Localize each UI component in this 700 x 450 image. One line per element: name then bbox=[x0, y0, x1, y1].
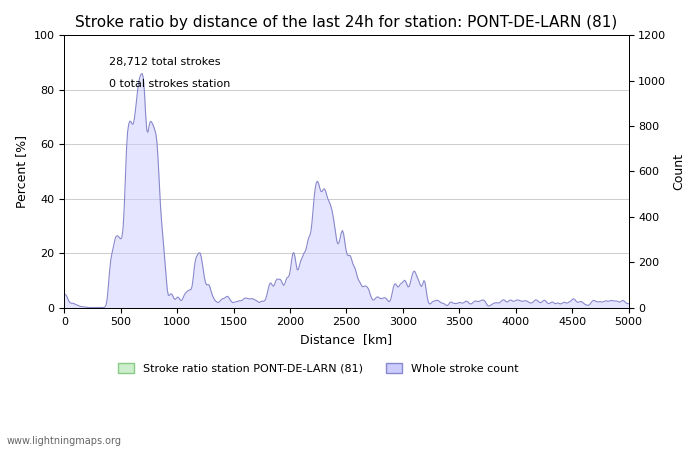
Y-axis label: Percent [%]: Percent [%] bbox=[15, 135, 28, 208]
Y-axis label: Count: Count bbox=[672, 153, 685, 190]
X-axis label: Distance  [km]: Distance [km] bbox=[300, 333, 393, 346]
Text: www.lightningmaps.org: www.lightningmaps.org bbox=[7, 436, 122, 446]
Legend: Stroke ratio station PONT-DE-LARN (81), Whole stroke count: Stroke ratio station PONT-DE-LARN (81), … bbox=[113, 359, 523, 378]
Text: 28,712 total strokes: 28,712 total strokes bbox=[109, 57, 221, 67]
Text: 0 total strokes station: 0 total strokes station bbox=[109, 79, 231, 89]
Title: Stroke ratio by distance of the last 24h for station: PONT-DE-LARN (81): Stroke ratio by distance of the last 24h… bbox=[76, 15, 617, 30]
